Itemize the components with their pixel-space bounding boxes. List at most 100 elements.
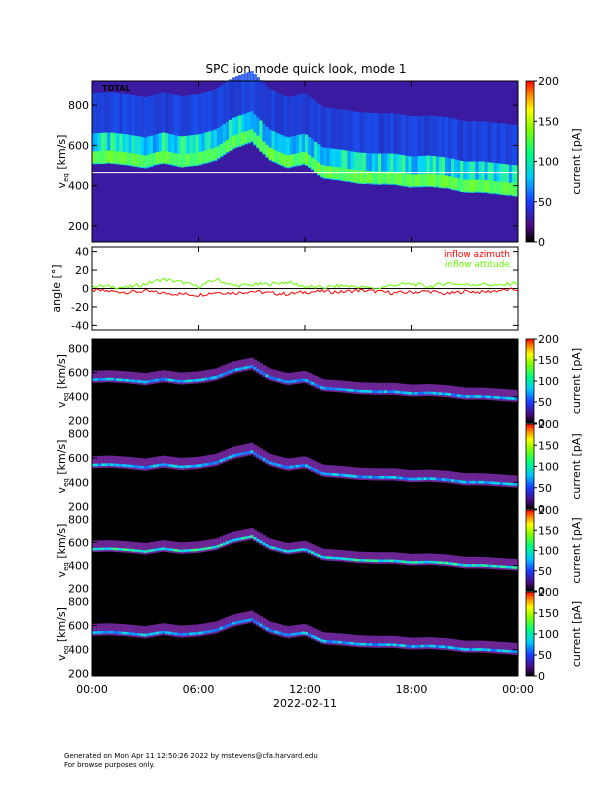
- heatmap-cell: [235, 76, 239, 117]
- heatmap-cell: [341, 109, 346, 150]
- heatmap-cell: [420, 469, 425, 482]
- heatmap-cell: [225, 371, 230, 375]
- heatmap-cell: [466, 387, 470, 400]
- heatmap-cell: [98, 151, 102, 164]
- heatmap-cell: [143, 137, 148, 169]
- heatmap-cell: [241, 132, 245, 145]
- heatmap-cell: [414, 469, 419, 483]
- heatmap-cell: [338, 387, 343, 391]
- heatmap-cell: [356, 635, 361, 648]
- heatmap-cell: [152, 371, 157, 384]
- legend-entry: inflow attitude: [445, 260, 511, 270]
- inflow-azimuth-line: [91, 287, 519, 298]
- heatmap-cell: [420, 637, 425, 650]
- heatmap-cell: [271, 149, 276, 162]
- heatmap-cell: [487, 557, 492, 569]
- heatmap-cell: [311, 157, 315, 170]
- heatmap-cell: [238, 75, 242, 116]
- heatmap-cell: [158, 92, 163, 134]
- heatmap-cell: [201, 378, 206, 381]
- heatmap-cell: [335, 380, 340, 393]
- heatmap-cell: [250, 535, 254, 538]
- heatmap-cell: [374, 153, 379, 185]
- heatmap-cell: [454, 555, 458, 568]
- heatmap-cell: [305, 464, 309, 468]
- heatmap-cell: [219, 543, 224, 547]
- angle-y-axis-label: angle [°]: [50, 264, 63, 312]
- heatmap-cell: [347, 388, 352, 392]
- heatmap-cell: [256, 446, 260, 459]
- heatmap-cell: [283, 136, 288, 168]
- heatmap-cell: [399, 391, 403, 394]
- heatmap-cell: [317, 103, 321, 145]
- heatmap-cell: [514, 483, 519, 486]
- heatmap-cell: [429, 391, 434, 395]
- heatmap-cell: [253, 537, 257, 540]
- heatmap-cell: [250, 111, 254, 143]
- heatmap-cell: [487, 162, 492, 194]
- heatmap-cell: [161, 630, 166, 634]
- heatmap-cell: [472, 179, 476, 192]
- heatmap-cell: [301, 371, 306, 384]
- heatmap-cell: [323, 639, 327, 643]
- heatmap-cell: [186, 549, 190, 552]
- heatmap-cell: [271, 454, 276, 467]
- heatmap-cell: [155, 456, 160, 469]
- heatmap-cell: [408, 392, 413, 395]
- heatmap-cell: [350, 151, 355, 183]
- heatmap-cell: [247, 443, 251, 456]
- heatmap-cell: [371, 559, 376, 562]
- heatmap-cell: [247, 358, 251, 371]
- heatmap-cell: [186, 465, 190, 468]
- y-tick-label: 400: [68, 180, 89, 193]
- heatmap-cell: [122, 378, 127, 382]
- heatmap-cell: [244, 131, 248, 144]
- heatmap-cell: [210, 90, 215, 131]
- heatmap-cell: [283, 625, 288, 638]
- heatmap-cell: [451, 479, 455, 482]
- heatmap-cell: [295, 379, 300, 383]
- heatmap-cell: [247, 112, 251, 144]
- heatmap-cell: [329, 549, 333, 561]
- heatmap-cell: [481, 480, 486, 484]
- heatmap-cell: [113, 547, 117, 551]
- heatmap-cell: [268, 89, 273, 130]
- heatmap-cell: [143, 458, 148, 471]
- heatmap-cell: [186, 95, 190, 136]
- heatmap-cell: [192, 379, 197, 382]
- heatmap-cell: [92, 151, 96, 164]
- heatmap-cell: [171, 464, 175, 468]
- heatmap-cell: [286, 626, 291, 639]
- heatmap-cell: [137, 96, 142, 137]
- heatmap-cell: [250, 442, 254, 455]
- heatmap-cell: [353, 111, 358, 152]
- heatmap-cell: [514, 183, 519, 196]
- heatmap-cell: [414, 645, 419, 648]
- heatmap-cell: [505, 482, 510, 486]
- heatmap-cell: [119, 151, 124, 164]
- heatmap-cell: [484, 640, 489, 653]
- heatmap-cell: [417, 391, 422, 395]
- heatmap-cell: [411, 156, 416, 188]
- heatmap-cell: [122, 133, 127, 166]
- heatmap-cell: [116, 547, 120, 551]
- heatmap-cell: [511, 165, 516, 197]
- heatmap-cell: [280, 548, 285, 552]
- heatmap-cell: [155, 548, 160, 551]
- heatmap-cell: [158, 133, 163, 165]
- heatmap-cell: [131, 379, 136, 383]
- heatmap-cell: [314, 141, 318, 173]
- heatmap-cell: [390, 468, 394, 481]
- heatmap-cell: [268, 629, 273, 632]
- heatmap-cell: [505, 558, 510, 571]
- heatmap-cell: [323, 165, 327, 178]
- heatmap-cell: [311, 374, 315, 387]
- heatmap-cell: [448, 176, 452, 189]
- y-tick-label: 600: [68, 367, 89, 380]
- heatmap-cell: [311, 544, 315, 556]
- heatmap-cell: [137, 372, 142, 385]
- heatmap-cell: [387, 475, 391, 479]
- heatmap-cell: [405, 469, 410, 482]
- y-axis-label-unit: [km/s]: [55, 440, 68, 479]
